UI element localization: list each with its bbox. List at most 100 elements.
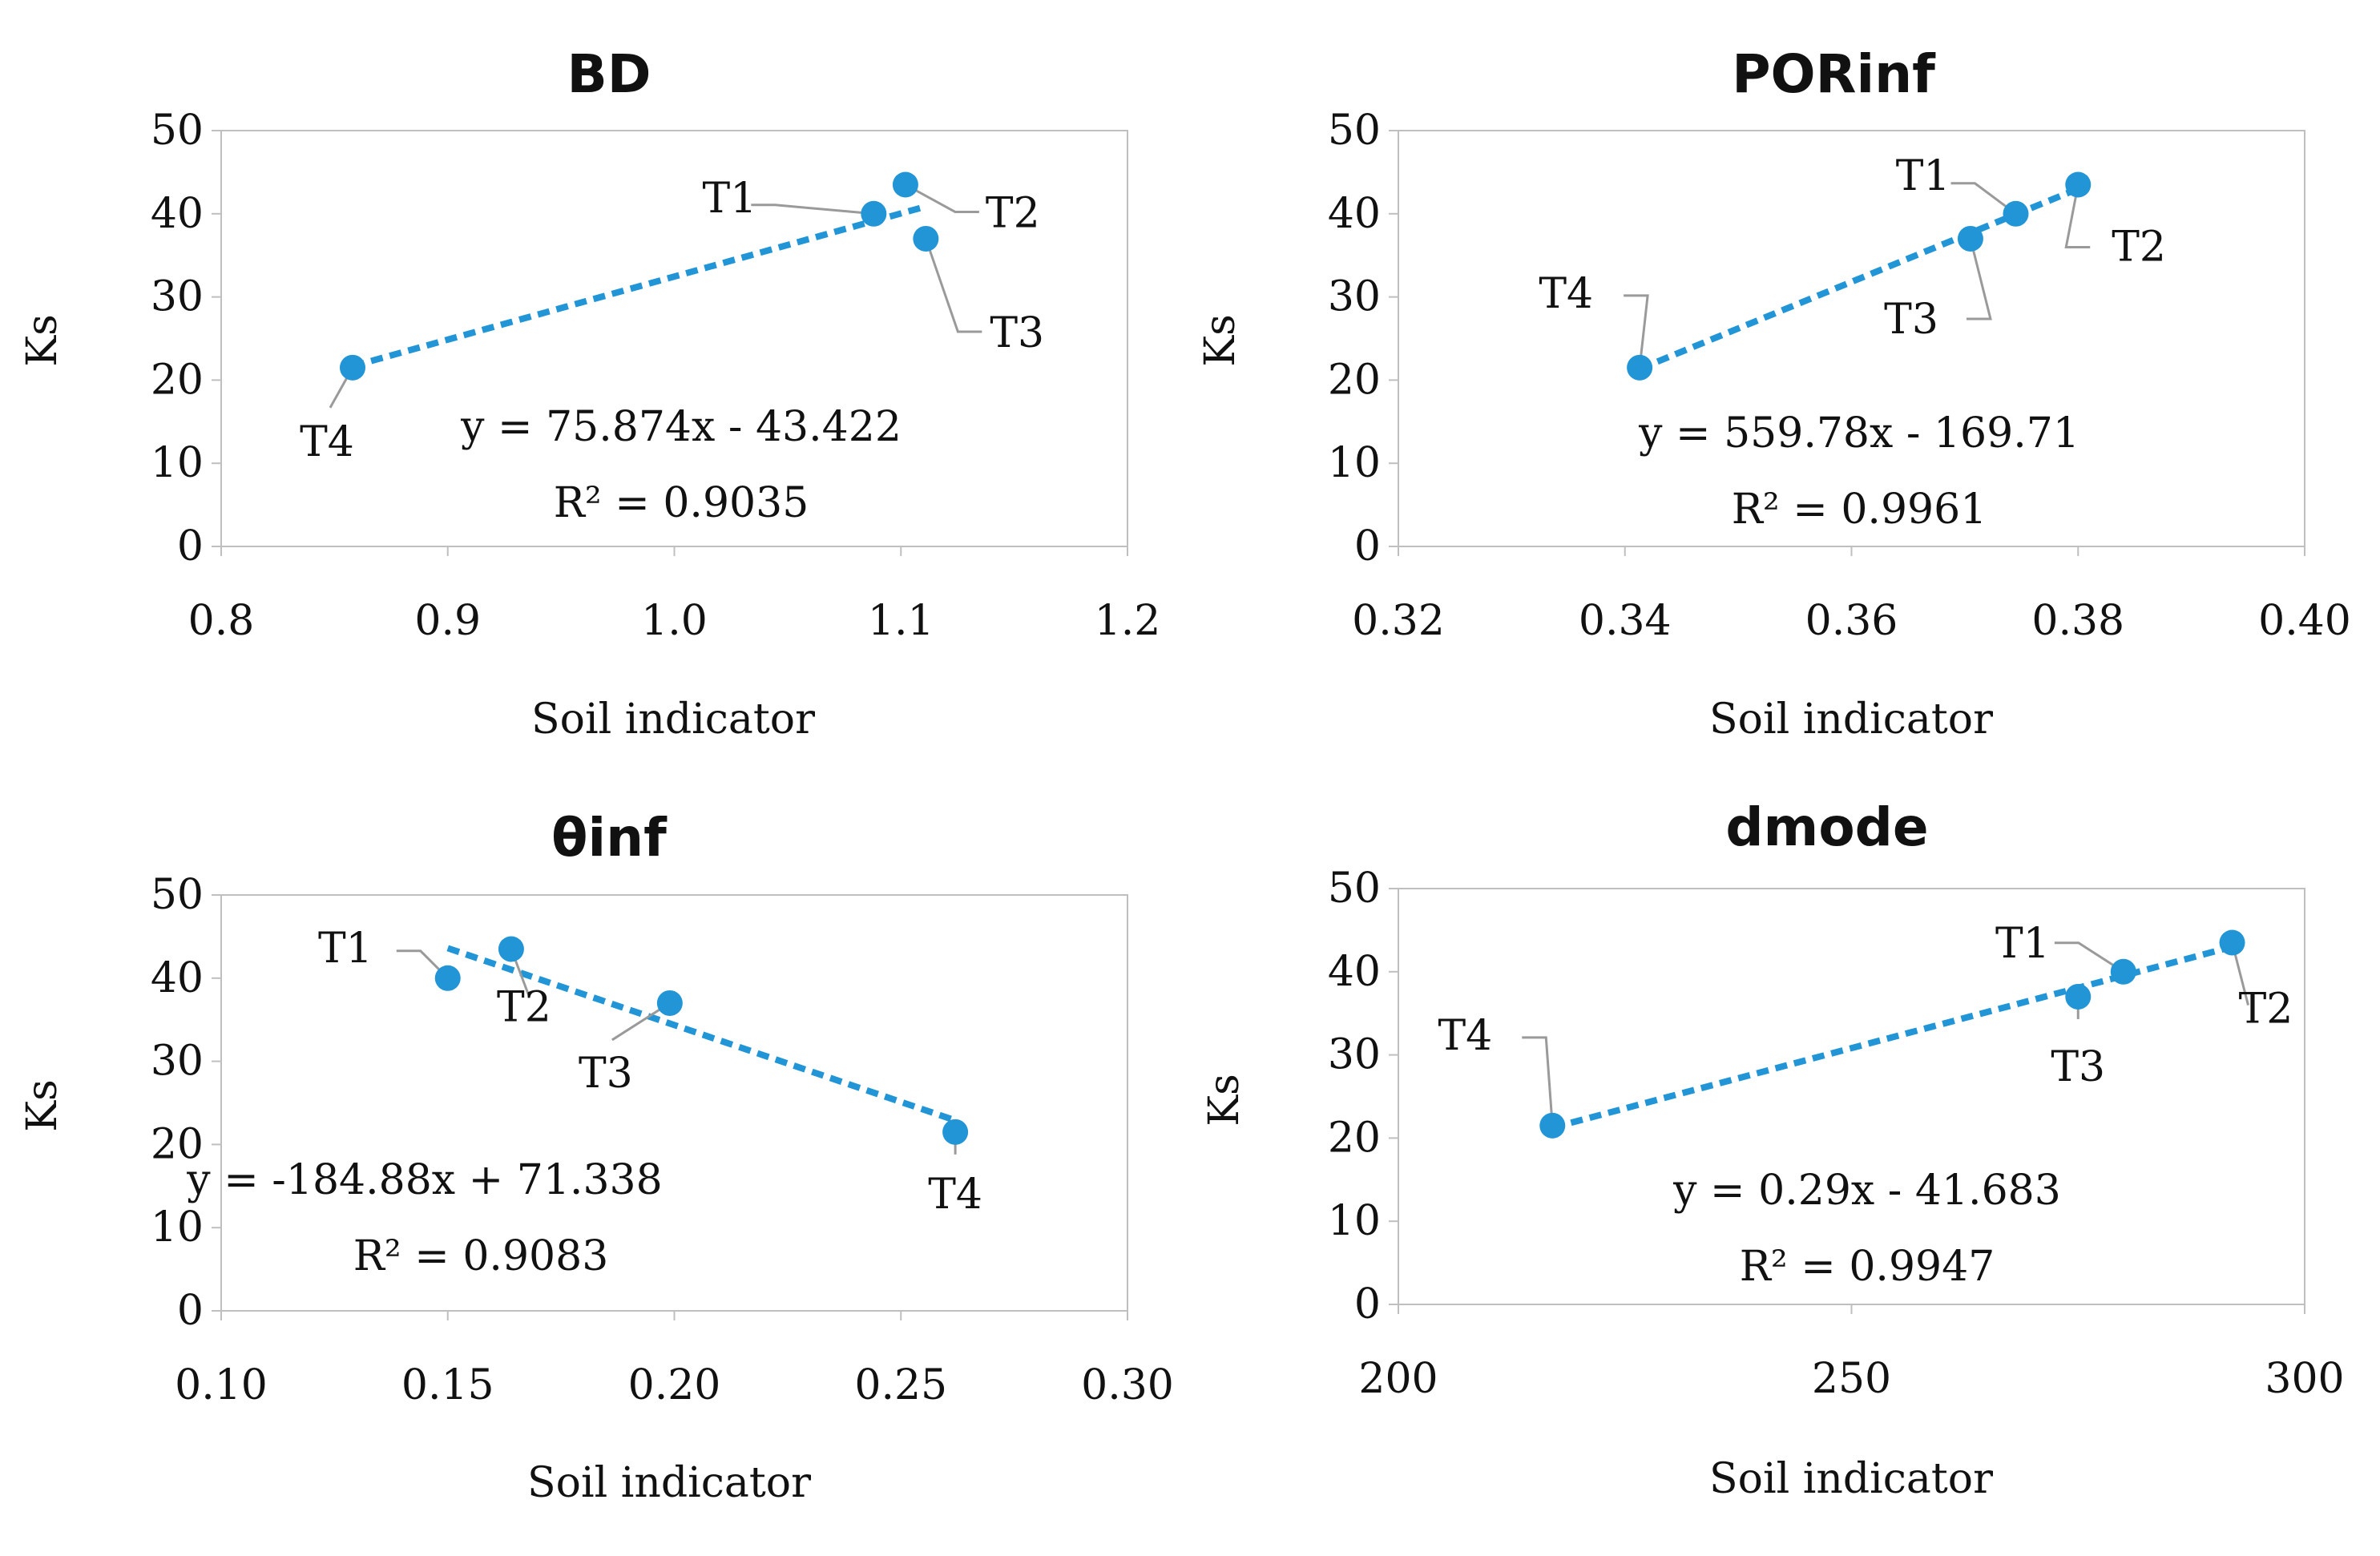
x-tick-label: 0.20: [628, 1361, 721, 1409]
x-tick-label: 200: [1358, 1355, 1438, 1403]
y-axis-label: Ks: [18, 314, 67, 367]
y-tick-label: 30: [151, 1038, 204, 1086]
y-tick-label: 30: [151, 273, 204, 321]
y-axis-label: Ks: [18, 1079, 67, 1132]
data-label-t2: T2: [986, 189, 1040, 237]
y-tick-label: 10: [151, 1203, 204, 1252]
y-tick-label: 50: [1328, 865, 1381, 913]
data-point-t2: [892, 171, 918, 198]
x-axis-label: Soil indicator: [1709, 695, 1993, 744]
r-squared-label: R² = 0.9961: [1732, 486, 1987, 534]
data-label-t3: T3: [579, 1050, 633, 1098]
leader-line: [1522, 1036, 1554, 1126]
x-tick-label: 250: [1812, 1355, 1891, 1403]
y-tick-label: 40: [1328, 948, 1381, 996]
panel-theta-inf: θinf Ks Soil indicator y = -184.88x + 71…: [18, 807, 1174, 1507]
panel-bd: BD Ks Soil indicator y = 75.874x - 43.42…: [18, 43, 1160, 744]
data-point-t2: [498, 936, 524, 962]
leader-line: [396, 949, 449, 979]
x-tick-label: 1.0: [641, 597, 708, 645]
x-axis-label: Soil indicator: [527, 1459, 811, 1507]
plot-frame: [1398, 130, 2305, 547]
data-label-t1: T1: [1896, 152, 1950, 200]
y-tick-label: 20: [151, 356, 204, 404]
leader-line: [1966, 238, 1992, 320]
leader-line: [2054, 941, 2124, 974]
y-tick-label: 30: [1328, 273, 1381, 321]
data-point-t1: [2003, 200, 2029, 227]
data-point-t4: [942, 1119, 969, 1145]
x-tick-label: 0.30: [1081, 1361, 1174, 1409]
trendline: [446, 945, 957, 1124]
data-label-t4: T4: [1539, 270, 1593, 318]
x-tick-label: 0.38: [2031, 597, 2124, 645]
x-tick-label: 0.40: [2258, 597, 2351, 645]
r-squared-label: R² = 0.9035: [554, 479, 809, 527]
panel-dmode: dmode Ks Soil indicator y = 0.29x - 41.6…: [1200, 796, 2345, 1503]
data-point-t2: [2219, 929, 2245, 956]
leader-line: [751, 204, 874, 216]
data-label-t1: T1: [318, 925, 373, 973]
data-label-t2: T2: [2112, 223, 2166, 271]
leader-line: [1950, 182, 2017, 216]
data-point-t3: [1957, 225, 1983, 252]
data-point-t4: [1539, 1112, 1566, 1139]
y-tick-label: 0: [177, 522, 204, 570]
plot-area: 0 10 20 30 40 50 0.8 0.9 1.0 1.1 1.2 T1 T2 T3 T4: [151, 107, 1161, 645]
data-label-t3: T3: [1884, 296, 1938, 344]
y-tick-label: 50: [1328, 107, 1381, 155]
y-tick-label: 10: [1328, 439, 1381, 487]
x-tick-label: 0.36: [1805, 597, 1898, 645]
leader-line: [1624, 294, 1649, 368]
x-axis-label: Soil indicator: [531, 695, 815, 744]
chart-title: θinf: [551, 807, 668, 869]
y-tick-label: 40: [151, 190, 204, 238]
data-point-t4: [1627, 354, 1653, 381]
y-tick-label: 10: [151, 439, 204, 487]
leader-line: [2064, 184, 2091, 248]
trendline-equation: y = 0.29x - 41.683: [1672, 1167, 2061, 1215]
leader-line: [905, 183, 979, 213]
data-point-t3: [2065, 983, 2092, 1010]
data-point-t3: [656, 990, 683, 1016]
x-tick-label: 0.9: [414, 597, 481, 645]
y-tick-label: 40: [151, 954, 204, 1002]
data-point-t3: [913, 225, 939, 252]
y-tick-label: 20: [1328, 356, 1381, 404]
data-point-t4: [339, 354, 365, 381]
y-tick-label: 50: [151, 871, 204, 919]
chart-title: BD: [567, 43, 651, 105]
data-label-t2: T2: [497, 983, 551, 1031]
y-axis-label: Ks: [1196, 314, 1244, 367]
data-label-t3: T3: [990, 309, 1044, 357]
plot-area: 0 10 20 30 40 50 0.10 0.15 0.20 0.25 0.30 T1 T2 T3 T4: [151, 871, 1174, 1409]
x-tick-label: 0.34: [1579, 597, 1672, 645]
data-label-t2: T2: [2239, 985, 2293, 1033]
leader-line: [924, 238, 982, 333]
x-tick-label: 0.15: [401, 1361, 494, 1409]
y-tick-label: 20: [1328, 1114, 1381, 1162]
x-tick-label: 300: [2265, 1355, 2344, 1403]
y-tick-label: 0: [177, 1287, 204, 1335]
x-tick-label: 0.25: [854, 1361, 947, 1409]
chart-title: dmode: [1725, 796, 1928, 858]
data-label-t1: T1: [703, 175, 757, 223]
x-tick-label: 0.32: [1352, 597, 1445, 645]
data-point-t1: [861, 200, 887, 227]
panel-porinf: PORinf Ks Soil indicator y = 559.78x - 1…: [1196, 43, 2351, 744]
x-tick-label: 1.1: [868, 597, 934, 645]
x-axis-label: Soil indicator: [1709, 1455, 1993, 1503]
x-tick-label: 0.10: [175, 1361, 268, 1409]
plot-area: 0 10 20 30 40 50 200 250 300 T1 T2 T3 T4: [1328, 865, 2345, 1403]
trendline: [351, 203, 927, 369]
y-tick-label: 40: [1328, 190, 1381, 238]
y-tick-label: 20: [151, 1120, 204, 1168]
data-label-t1: T1: [1995, 920, 2050, 968]
r-squared-label: R² = 0.9083: [353, 1232, 609, 1280]
trendline-equation: y = -184.88x + 71.338: [186, 1156, 662, 1204]
r-squared-label: R² = 0.9947: [1740, 1243, 1995, 1291]
trendline-equation: y = 75.874x - 43.422: [460, 403, 902, 451]
plot-area: 0 10 20 30 40 50 0.32 0.34 0.36 0.38 0.40 T1 T2 T3 T4: [1328, 107, 2351, 645]
y-tick-label: 50: [151, 107, 204, 155]
